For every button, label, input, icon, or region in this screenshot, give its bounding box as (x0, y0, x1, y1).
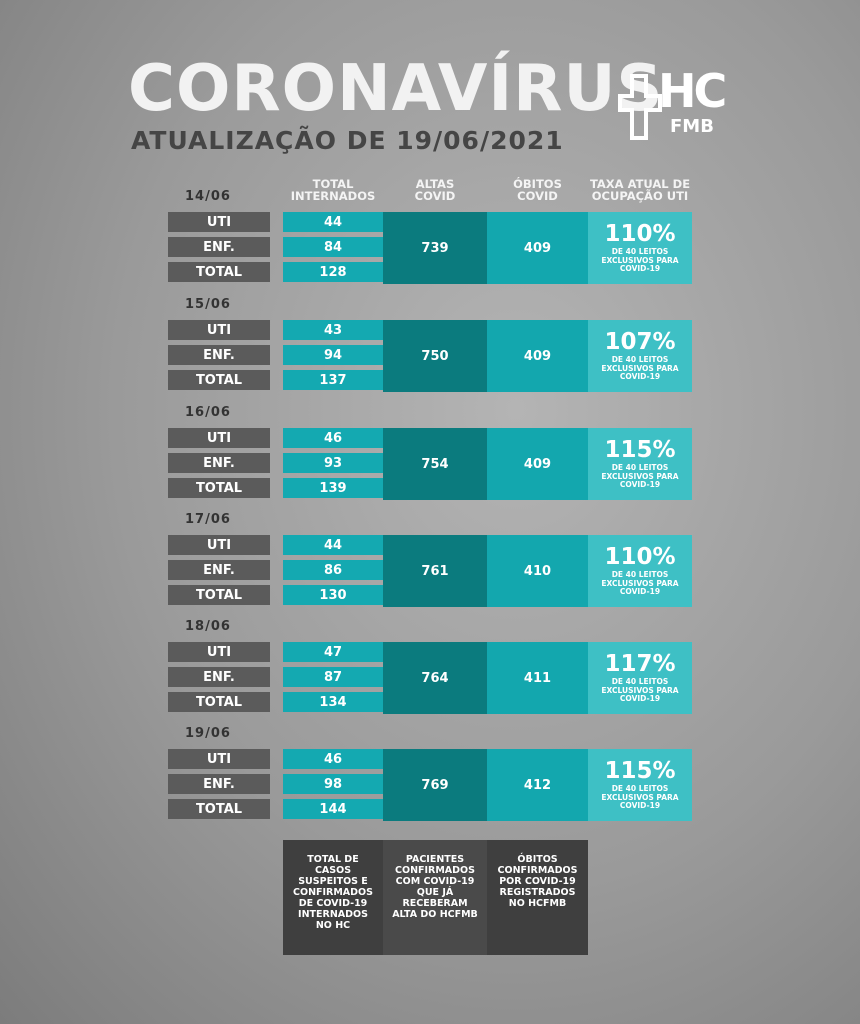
row-label-enf: ENF. (168, 237, 270, 257)
taxa-value: 115% (604, 758, 676, 785)
taxa-note: DE 40 LEITOS EXCLUSIVOS PARA COVID-19 (601, 355, 679, 382)
internados-enf: 94 (283, 345, 383, 365)
internados-total: 130 (283, 585, 383, 605)
day-date: 17/06 (185, 512, 231, 527)
obitos-value: 409 (487, 320, 588, 392)
legend-obitos: ÓBITOS CONFIRMADOS POR COVID-19 REGISTRA… (487, 840, 588, 955)
internados-enf: 86 (283, 560, 383, 580)
row-label-enf: ENF. (168, 453, 270, 473)
internados-total: 137 (283, 370, 383, 390)
row-label-enf: ENF. (168, 774, 270, 794)
page-title: CORONAVÍRUS (128, 52, 664, 126)
taxa-value: 110% (604, 544, 676, 571)
internados-total: 134 (283, 692, 383, 712)
row-label-uti: UTI (168, 428, 270, 448)
row-label-uti: UTI (168, 535, 270, 555)
taxa-cell: 115% DE 40 LEITOS EXCLUSIVOS PARA COVID-1… (588, 749, 692, 821)
internados-total: 144 (283, 799, 383, 819)
legend-altas: PACIENTES CONFIRMADOS COM COVID-19 QUE J… (383, 840, 487, 955)
header-taxa: TAXA ATUAL DE OCUPAÇÃO UTI (589, 177, 691, 203)
taxa-note: DE 40 LEITOS EXCLUSIVOS PARA COVID-19 (601, 784, 679, 811)
day-date: 18/06 (185, 619, 231, 634)
header-obitos: ÓBITOS COVID (513, 177, 562, 203)
altas-value: 739 (383, 212, 487, 284)
row-label-total: TOTAL (168, 478, 270, 498)
row-label-total: TOTAL (168, 262, 270, 282)
internados-total: 128 (283, 262, 383, 282)
taxa-cell: 110% DE 40 LEITOS EXCLUSIVOS PARA COVID-1… (588, 212, 692, 284)
taxa-value: 110% (604, 221, 676, 248)
internados-uti: 47 (283, 642, 383, 662)
obitos-value: 411 (487, 642, 588, 714)
row-label-uti: UTI (168, 642, 270, 662)
taxa-cell: 107% DE 40 LEITOS EXCLUSIVOS PARA COVID-1… (588, 320, 692, 392)
taxa-value: 117% (604, 651, 676, 678)
taxa-note: DE 40 LEITOS EXCLUSIVOS PARA COVID-19 (601, 247, 679, 274)
hcfmb-logo: HC FMB (618, 64, 727, 144)
update-date: ATUALIZAÇÃO DE 19/06/2021 (131, 126, 564, 155)
obitos-value: 412 (487, 749, 588, 821)
day-date: 16/06 (185, 405, 231, 420)
altas-value: 761 (383, 535, 487, 607)
header-altas: ALTAS COVID (414, 177, 456, 203)
obitos-value: 409 (487, 212, 588, 284)
legend-internados: TOTAL DE CASOS SUSPEITOS E CONFIRMADOS D… (283, 840, 383, 955)
altas-value: 764 (383, 642, 487, 714)
taxa-value: 115% (604, 437, 676, 464)
internados-total: 139 (283, 478, 383, 498)
cross-icon (618, 74, 662, 140)
row-label-total: TOTAL (168, 370, 270, 390)
day-date: 19/06 (185, 726, 231, 741)
row-label-enf: ENF. (168, 345, 270, 365)
row-label-total: TOTAL (168, 799, 270, 819)
altas-value: 769 (383, 749, 487, 821)
row-label-enf: ENF. (168, 667, 270, 687)
day-date: 14/06 (185, 189, 231, 204)
taxa-cell: 117% DE 40 LEITOS EXCLUSIVOS PARA COVID-1… (588, 642, 692, 714)
internados-enf: 98 (283, 774, 383, 794)
internados-uti: 43 (283, 320, 383, 340)
row-label-enf: ENF. (168, 560, 270, 580)
internados-uti: 44 (283, 535, 383, 555)
day-date: 15/06 (185, 297, 231, 312)
obitos-value: 410 (487, 535, 588, 607)
taxa-note: DE 40 LEITOS EXCLUSIVOS PARA COVID-19 (601, 677, 679, 704)
taxa-value: 107% (604, 329, 676, 356)
taxa-cell: 115% DE 40 LEITOS EXCLUSIVOS PARA COVID-1… (588, 428, 692, 500)
internados-uti: 46 (283, 428, 383, 448)
taxa-cell: 110% DE 40 LEITOS EXCLUSIVOS PARA COVID-1… (588, 535, 692, 607)
obitos-value: 409 (487, 428, 588, 500)
row-label-uti: UTI (168, 212, 270, 232)
altas-value: 750 (383, 320, 487, 392)
row-label-uti: UTI (168, 749, 270, 769)
altas-value: 754 (383, 428, 487, 500)
row-label-total: TOTAL (168, 692, 270, 712)
internados-enf: 93 (283, 453, 383, 473)
row-label-total: TOTAL (168, 585, 270, 605)
internados-enf: 87 (283, 667, 383, 687)
taxa-note: DE 40 LEITOS EXCLUSIVOS PARA COVID-19 (601, 570, 679, 597)
taxa-note: DE 40 LEITOS EXCLUSIVOS PARA COVID-19 (601, 463, 679, 490)
internados-uti: 44 (283, 212, 383, 232)
row-label-uti: UTI (168, 320, 270, 340)
internados-enf: 84 (283, 237, 383, 257)
header-internados: TOTAL INTERNADOS (290, 177, 376, 203)
internados-uti: 46 (283, 749, 383, 769)
